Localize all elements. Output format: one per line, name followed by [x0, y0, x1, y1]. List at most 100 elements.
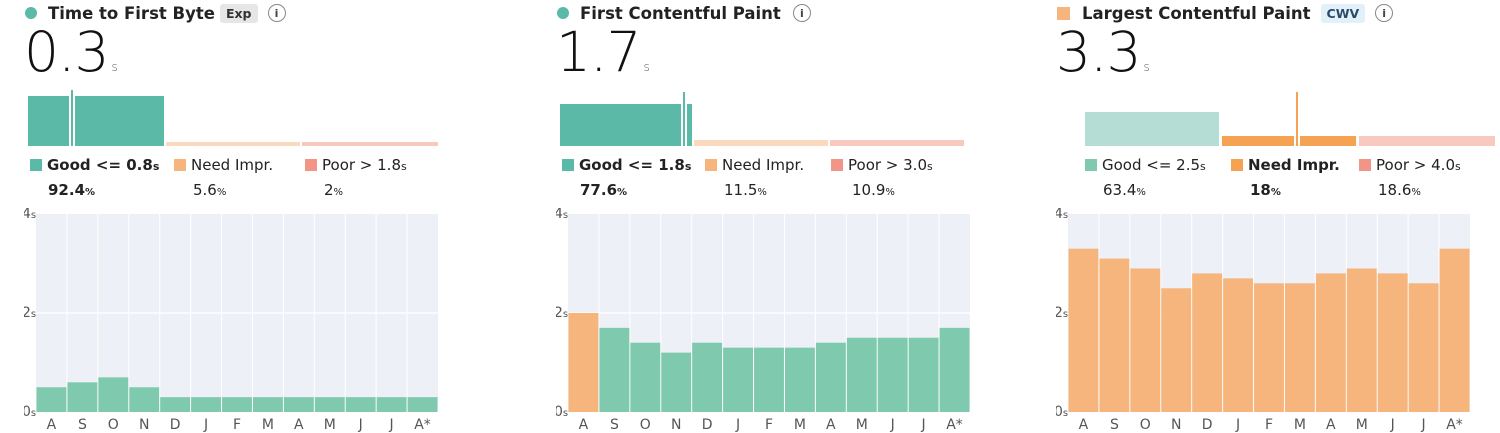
ni-swatch-icon [705, 159, 717, 171]
chart-bar [1346, 268, 1377, 412]
x-tick-label: M [1294, 417, 1306, 433]
y-tick-unit: s [1063, 210, 1068, 221]
good-swatch-icon [30, 159, 42, 171]
legend-ni-label: Need Impr. [1248, 156, 1340, 174]
info-icon[interactable]: i [792, 4, 811, 22]
panel-header: Time to First Byte Exp i [24, 0, 286, 26]
panel-header: Largest Contentful Paint CWV i [1056, 0, 1394, 26]
metric-value: 1.7 s [556, 20, 650, 84]
pct-ni: 5.6% [193, 181, 226, 199]
legend-ni-label: Need Impr. [722, 156, 805, 174]
distribution-ni-segment [166, 142, 300, 146]
x-tick-label: J [389, 417, 394, 433]
x-tick-label: A [1326, 417, 1336, 433]
pct-good-number: 63.4 [1103, 181, 1137, 199]
panel-header: First Contentful Paint i [556, 0, 811, 26]
pct-poor: 18.6% [1378, 181, 1421, 199]
metric-value-number: 3.3 [1056, 20, 1141, 84]
x-tick-label: J [358, 417, 363, 433]
legend-poor-label: Poor > 3.0 [848, 156, 927, 174]
x-tick-label: O [1140, 417, 1151, 433]
info-icon[interactable]: i [1375, 4, 1394, 22]
experimental-badge: Exp [219, 3, 258, 23]
distribution-ni-segment [694, 140, 828, 146]
pct-good-unit: % [617, 187, 628, 198]
cwv-badge: CWV [1320, 3, 1366, 23]
x-tick-label: A [579, 417, 589, 433]
x-tick-label: O [108, 417, 119, 433]
chart-bar [1254, 283, 1284, 412]
chart-bar [568, 313, 599, 412]
pct-good-unit: % [85, 187, 96, 198]
pct-ni-unit: % [757, 187, 767, 198]
pct-poor-number: 18.6 [1378, 181, 1412, 199]
chart-bar [908, 337, 939, 412]
chart-bar [314, 397, 345, 412]
legend-poor-unit: s [401, 160, 407, 173]
metric-value: 3.3 s [1056, 20, 1150, 84]
legend-ni-label: Need Impr. [191, 156, 274, 174]
chart-bar [846, 337, 877, 412]
chart-bar [376, 397, 407, 412]
metric-title: Time to First Byte [48, 3, 215, 23]
chart-bar [877, 337, 908, 412]
x-tick-label: J [890, 417, 895, 433]
y-tick-label: 0s [556, 404, 568, 420]
metric-title: First Contentful Paint [580, 3, 781, 23]
y-tick-unit: s [31, 210, 36, 221]
y-tick-label: 2s [1056, 305, 1068, 321]
info-icon[interactable]: i [267, 4, 286, 22]
chart-bar [1223, 278, 1254, 412]
chart-bar [222, 397, 252, 412]
chart-bar [1377, 273, 1408, 412]
legend-poor: Poor > 1.8s [305, 156, 407, 174]
pct-ni-number: 5.6 [193, 181, 217, 199]
pct-ni-number: 18 [1250, 181, 1271, 199]
poor-swatch-icon [1359, 159, 1371, 171]
pct-good: 92.4% [48, 181, 95, 199]
x-tick-label: O [640, 417, 651, 433]
pct-good-unit: % [1136, 187, 1146, 198]
legend-good-unit: s [1200, 160, 1206, 173]
y-tick-label: 2s [24, 305, 36, 321]
legend-ni: Need Impr. [1231, 156, 1340, 174]
x-tick-label: F [1265, 417, 1273, 433]
good-swatch-icon [562, 159, 574, 171]
metric-value-unit: s [111, 60, 118, 74]
x-tick-label: A [294, 417, 304, 433]
pct-good-number: 77.6 [580, 181, 618, 199]
chart-bar [36, 387, 67, 412]
chart-bar [407, 397, 438, 412]
distribution-bar [560, 90, 964, 146]
chart-bar [283, 397, 314, 412]
value-marker-line [683, 92, 685, 146]
x-tick-label: F [765, 417, 773, 433]
ni-swatch-icon [1231, 159, 1243, 171]
x-tick-label: M [1356, 417, 1368, 433]
legend-good-unit: s [684, 160, 692, 173]
legend-poor-label: Poor > 4.0 [1376, 156, 1455, 174]
chart-bar [1439, 248, 1470, 412]
y-tick-number: 2 [1056, 305, 1063, 321]
x-tick-label: A* [946, 417, 963, 433]
distribution-bar [28, 90, 438, 146]
chart-bar [160, 397, 191, 412]
legend-good: Good <= 0.8s [30, 156, 159, 174]
poor-swatch-icon [305, 159, 317, 171]
chart-bar [661, 352, 692, 412]
distribution-bar [1085, 90, 1495, 146]
distribution-good-segment [560, 104, 692, 146]
ni-swatch-icon [174, 159, 186, 171]
legend-ni: Need Impr. [174, 156, 273, 174]
distribution-good-segment [1085, 112, 1219, 146]
y-tick-number: 0 [556, 404, 563, 420]
x-tick-label: M [324, 417, 336, 433]
x-tick-label: S [1110, 417, 1119, 433]
x-tick-label: N [139, 417, 149, 433]
distribution-poor-segment [302, 142, 438, 146]
x-tick-label: S [78, 417, 87, 433]
x-tick-label: S [610, 417, 619, 433]
metric-panel-lcp: Largest Contentful Paint CWV i 3.3 s Good… [1056, 0, 1496, 433]
chart-bar [1099, 258, 1130, 412]
